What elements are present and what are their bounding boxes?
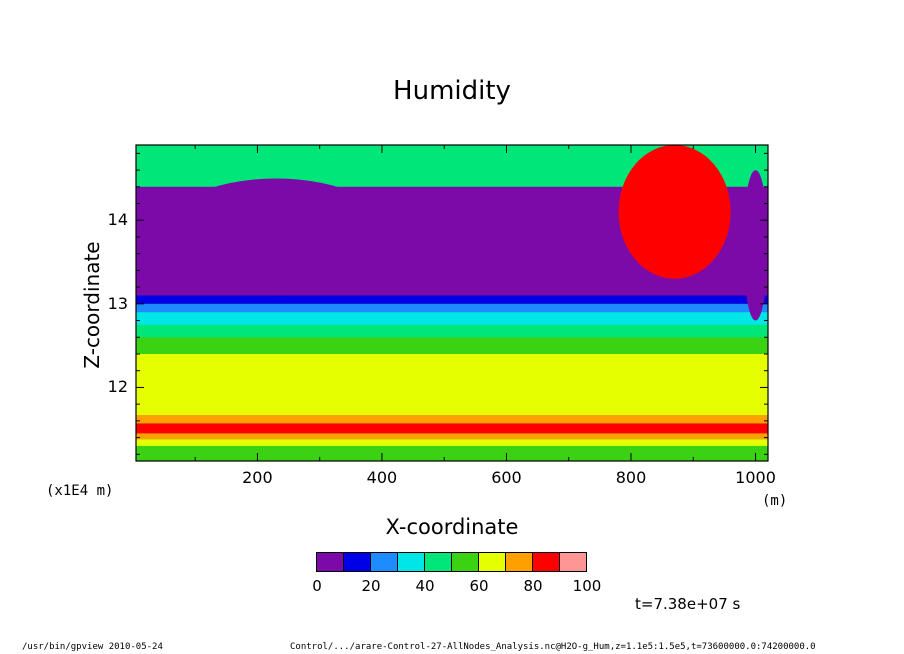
x-tick-label: 600: [491, 468, 522, 487]
humidity-band-3: [136, 423, 768, 434]
humidity-feature-2: [743, 170, 768, 321]
colorbar-cell: [317, 553, 344, 571]
humidity-field: [136, 145, 768, 461]
colorbar-cell: [479, 553, 506, 571]
x-tick-label: 1000: [735, 468, 776, 487]
humidity-feature-0: [157, 178, 395, 296]
x-unit-label: (m): [762, 493, 788, 509]
y-tick-label: 14: [107, 210, 128, 230]
humidity-band-0: [136, 445, 768, 461]
humidity-feature-1: [618, 145, 731, 279]
colorbar-cell: [425, 553, 452, 571]
colorbar-tick-label: 40: [415, 577, 435, 595]
humidity-band-7: [136, 337, 768, 354]
colorbar-tick-label: 100: [572, 577, 602, 595]
y-tick-label: 13: [107, 293, 128, 313]
humidity-band-4: [136, 415, 768, 424]
footer-left: /usr/bin/gpview 2010-05-24: [22, 642, 163, 652]
humidity-band-10: [136, 303, 768, 313]
colorbar-cell: [344, 553, 371, 571]
colorbar-cell: [398, 553, 425, 571]
y-unit-label: (x1E4 m): [46, 483, 114, 499]
colorbar-tick-label: 60: [469, 577, 489, 595]
humidity-band-8: [136, 324, 768, 338]
time-label: t=7.38e+07 s: [635, 595, 741, 613]
colorbar-tick-label: 0: [312, 577, 322, 595]
x-tick-label: 200: [242, 468, 273, 487]
colorbar-cell: [371, 553, 398, 571]
x-tick-label: 400: [366, 468, 398, 487]
humidity-band-5: [136, 399, 768, 416]
colorbar-cell: [506, 553, 533, 571]
x-axis-label: X-coordinate: [385, 515, 519, 539]
colorbar-tick-label: 20: [361, 577, 381, 595]
humidity-band-1: [136, 439, 768, 446]
colorbar-cell: [560, 553, 586, 571]
colorbar-cell: [452, 553, 479, 571]
humidity-band-11: [136, 295, 768, 304]
plot-frame: [135, 144, 769, 462]
humidity-band-9: [136, 312, 768, 325]
y-tick-label: 12: [107, 377, 128, 397]
axis-ticks: [136, 145, 768, 461]
colorbar-tick-label: 80: [523, 577, 543, 595]
colorbar-cell: [533, 553, 560, 571]
x-tick-label: 800: [615, 468, 647, 487]
humidity-band-2: [136, 433, 768, 440]
footer-right: Control/.../arare-Control-27-AllNodes_An…: [290, 642, 816, 652]
humidity-band-6: [136, 353, 768, 400]
chart-title: Humidity: [393, 76, 511, 106]
colorbar: [316, 552, 587, 572]
